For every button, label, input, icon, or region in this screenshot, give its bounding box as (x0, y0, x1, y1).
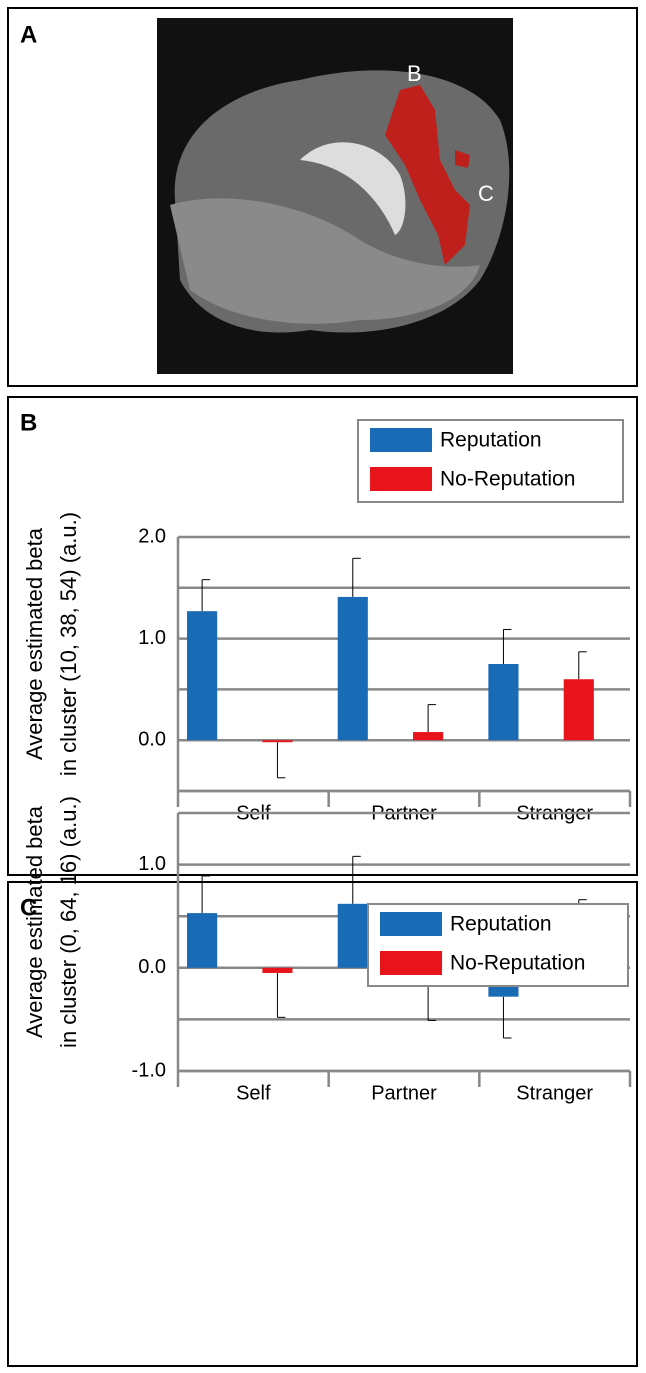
legend-swatch (380, 951, 442, 975)
legend-swatch (370, 467, 432, 491)
bar (413, 732, 444, 741)
y-axis-label: in cluster (10, 38, 54) (a.u.) (56, 512, 81, 776)
bar (488, 664, 519, 741)
y-axis-label: Average estimated beta (22, 527, 47, 760)
y-axis-label: in cluster (0, 64, 16) (a.u.) (56, 796, 81, 1048)
panel-label: B (20, 409, 37, 436)
bar (187, 913, 218, 968)
x-tick-label: Partner (371, 1082, 437, 1104)
y-tick-label: 1.0 (138, 853, 166, 875)
panel-c-frame (7, 881, 638, 1367)
x-tick-label: Self (236, 1082, 271, 1104)
y-tick-label: 0.0 (138, 956, 166, 978)
legend-label: Reputation (440, 429, 542, 452)
legend-label: Reputation (450, 913, 552, 936)
panel-label: C (20, 894, 37, 921)
panel-a-frame (7, 7, 638, 387)
legend-swatch (370, 428, 432, 452)
bar (337, 903, 368, 968)
y-tick-label: 0.0 (138, 728, 166, 750)
panel-b-frame (7, 396, 638, 876)
bar (262, 740, 293, 743)
y-tick-label: 2.0 (138, 525, 166, 547)
y-tick-label: 1.0 (138, 627, 166, 649)
legend-label: No-Reputation (450, 952, 585, 975)
legend-label: No-Reputation (440, 468, 575, 491)
region-label: C (478, 181, 494, 206)
bar (187, 611, 218, 741)
bar (262, 967, 293, 973)
y-axis-label: Average estimated beta (22, 805, 47, 1038)
bar (563, 679, 594, 741)
y-tick-label: -1.0 (132, 1059, 166, 1081)
region-label: B (407, 61, 422, 86)
legend-swatch (380, 912, 442, 936)
bar (337, 596, 368, 741)
x-tick-label: Stranger (516, 1082, 593, 1104)
brain-image (157, 18, 513, 374)
panel-label: A (20, 21, 37, 48)
